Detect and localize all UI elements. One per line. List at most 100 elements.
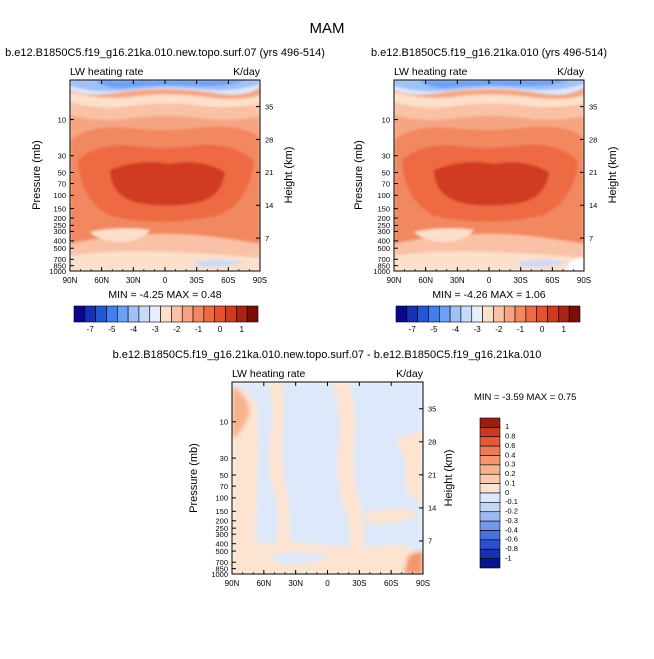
- colorbar-label: 0.8: [505, 432, 515, 441]
- y-tick-label: 1000: [211, 570, 228, 579]
- y-tick-label: 30: [382, 152, 390, 161]
- colorbar-label: -3: [474, 325, 482, 334]
- colorbar-label: -1: [505, 553, 512, 562]
- y-tick-label: 150: [215, 507, 228, 516]
- colorbar-swatch: [482, 305, 494, 323]
- y-tick-label: 150: [53, 204, 66, 213]
- y-tick-label: 500: [215, 547, 228, 556]
- y-tick-label: 850: [377, 261, 390, 270]
- x-tick-label: 60N: [418, 276, 433, 285]
- y-tick-label: 1000: [373, 267, 390, 276]
- x-tick-label: 0: [325, 579, 330, 588]
- y-tick-label: 50: [382, 168, 390, 177]
- y-right-tick-label: 35: [265, 102, 273, 111]
- colorbar-swatch: [479, 473, 501, 484]
- colorbar-swatch: [479, 427, 501, 438]
- colorbar-swatch: [428, 305, 440, 323]
- y-axis-label-right: Height (km): [607, 147, 619, 204]
- colorbar-swatch: [479, 502, 501, 513]
- colorbar-swatch: [171, 305, 183, 323]
- colorbar-label: 0: [505, 488, 509, 497]
- colorbar-swatch: [547, 305, 559, 323]
- y-tick-label: 70: [220, 482, 228, 491]
- colorbar-label: -1: [517, 325, 525, 334]
- y-tick-label: 100: [377, 191, 390, 200]
- colorbar-label: 0.4: [505, 450, 515, 459]
- x-tick-label: 30S: [190, 276, 204, 285]
- y-right-tick-label: 35: [589, 102, 597, 111]
- colorbar-swatch: [460, 305, 473, 323]
- y-tick-label: 100: [215, 494, 228, 503]
- colorbar-label: 0.6: [505, 441, 515, 450]
- colorbar-label: -2: [495, 325, 503, 334]
- colorbar-top-right: -7 -5 -4 -3 -2 -1 0 1: [395, 305, 581, 334]
- colorbar-label: -3: [152, 325, 160, 334]
- x-tick-label: 90N: [63, 276, 78, 285]
- chart-title: b.e12.B1850C5.f19_g16.21ka.010 (yrs 496-…: [371, 47, 607, 59]
- colorbar-swatch: [236, 305, 248, 323]
- colorbar-swatch: [203, 305, 216, 323]
- colorbar-swatch: [95, 305, 107, 323]
- colorbar-swatch: [84, 305, 96, 323]
- y-tick-label: 300: [53, 227, 66, 236]
- x-tick-label: 90S: [253, 276, 267, 285]
- y-right-tick-label: 28: [428, 438, 436, 447]
- units-label: K/day: [233, 66, 261, 78]
- colorbar-swatch: [525, 305, 538, 323]
- units-label: K/day: [557, 66, 585, 78]
- colorbar-swatch: [479, 445, 501, 456]
- y-right-tick-label: 28: [589, 135, 597, 144]
- colorbar-swatch: [225, 305, 237, 323]
- colorbar-swatch: [558, 305, 570, 323]
- plot-area: [232, 382, 423, 574]
- axes-bottom-diff: 90N 60N 30N 0 30S 60S 90S103050701001502002503…: [211, 382, 436, 588]
- colorbar-swatch: [406, 305, 418, 323]
- x-tick-label: 30N: [450, 276, 465, 285]
- y-tick-label: 700: [215, 558, 228, 567]
- y-tick-label: 400: [215, 540, 228, 549]
- colorbar-swatch: [479, 539, 501, 550]
- y-tick-label: 300: [377, 227, 390, 236]
- colorbar-swatch: [479, 558, 501, 569]
- x-tick-label: 90N: [225, 579, 240, 588]
- y-tick-label: 70: [58, 179, 66, 188]
- y-right-tick-label: 14: [589, 201, 597, 210]
- y-tick-label: 200: [53, 214, 66, 223]
- colorbar-label: -0.1: [505, 497, 518, 506]
- colorbar-swatch: [417, 305, 429, 323]
- x-tick-label: 90S: [416, 579, 430, 588]
- colorbar-swatch: [479, 417, 501, 428]
- colorbar-swatch: [246, 305, 259, 323]
- field-label: LW heating rate: [232, 368, 306, 380]
- x-tick-label: 0: [163, 276, 168, 285]
- colorbar-label: 1: [505, 422, 509, 431]
- figure-title: MAM: [310, 20, 345, 37]
- y-axis-label: Pressure (mb): [31, 140, 43, 210]
- colorbar-swatch: [106, 305, 118, 323]
- colorbar-label: -4: [130, 325, 138, 334]
- colorbar-swatch: [73, 305, 86, 323]
- y-tick-label: 250: [53, 221, 66, 230]
- colorbar-label: 0.2: [505, 469, 515, 478]
- chart-top-left: b.e12.B1850C5.f19_g16.21ka.010.new.topo.…: [5, 47, 325, 334]
- y-tick-label: 1000: [49, 267, 66, 276]
- y-tick-label: 500: [377, 244, 390, 253]
- min-max-label: MIN = -3.59 MAX = 0.75: [474, 392, 576, 403]
- y-right-tick-label: 7: [589, 234, 593, 243]
- y-axis-label: Pressure (mb): [188, 443, 200, 513]
- y-tick-label: 850: [53, 261, 66, 270]
- x-tick-label: 60S: [221, 276, 235, 285]
- colorbar-label: -7: [87, 325, 95, 334]
- colorbar-swatch: [479, 492, 501, 503]
- field-label: LW heating rate: [70, 66, 144, 78]
- y-tick-label: 70: [382, 179, 390, 188]
- x-tick-label: 30S: [352, 579, 366, 588]
- colorbar-top-left: -7 -5 -4 -3 -2 -1 0 1: [73, 305, 259, 334]
- colorbar-swatch: [493, 305, 505, 323]
- x-tick-label: 60S: [384, 579, 398, 588]
- colorbar-swatch: [192, 305, 205, 323]
- colorbar-swatch: [479, 483, 501, 494]
- colorbar-swatch: [479, 464, 501, 475]
- colorbar-label: -4: [452, 325, 460, 334]
